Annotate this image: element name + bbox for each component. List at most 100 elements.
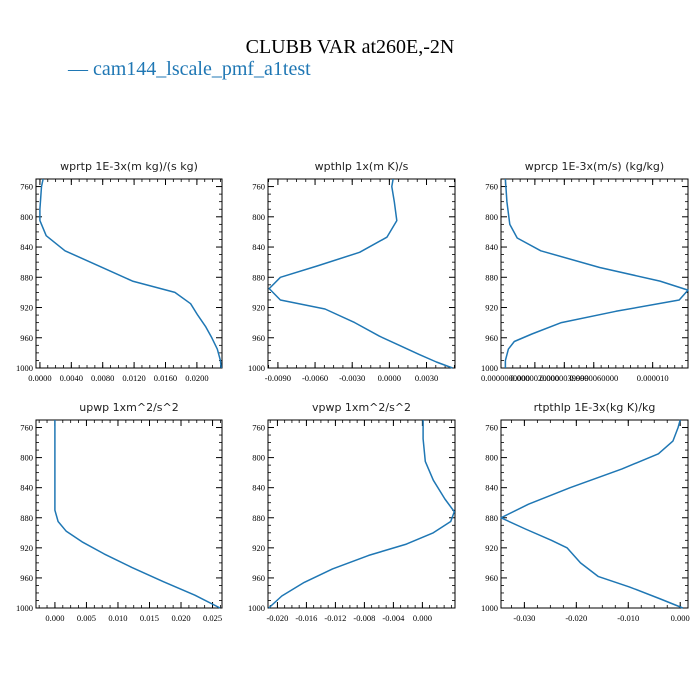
x-tick-label: -0.016 [295, 613, 317, 623]
y-tick-label: 880 [485, 272, 498, 282]
x-tick-label: -0.008 [353, 613, 375, 623]
y-tick-label: 1000 [481, 363, 498, 373]
panel-frame [35, 419, 223, 609]
x-tick-label: 0.020 [171, 613, 190, 623]
x-tick-label: 0.0000039999 [540, 373, 589, 383]
x-tick-label: -0.004 [382, 613, 405, 623]
panel-title: vpwp 1xm^2/s^2 [312, 401, 411, 414]
y-tick-label: 920 [485, 543, 498, 553]
x-tick-label: 0.010 [108, 613, 127, 623]
y-tick-label: 800 [485, 212, 498, 222]
series-line [54, 420, 221, 609]
legend-entry: — cam144_lscale_pmf_a1test [68, 58, 311, 80]
x-tick-label: -0.030 [513, 613, 535, 623]
y-tick-label: 920 [20, 543, 33, 553]
x-tick-label: -0.010 [617, 613, 639, 623]
x-tick-label: -0.012 [324, 613, 346, 623]
x-tick-label: 0.0200 [185, 373, 208, 383]
y-tick-label: 800 [485, 453, 498, 463]
panel-frame [500, 419, 689, 609]
panel-5: vpwp 1xm^2/s^27608008408809209601000-0.0… [248, 401, 456, 623]
y-tick-label: 880 [252, 513, 265, 523]
x-tick-label: 0.0030 [415, 373, 438, 383]
x-tick-label: -0.0090 [265, 373, 291, 383]
series-line [268, 178, 453, 369]
y-tick-label: 1000 [248, 363, 265, 373]
y-tick-label: 760 [485, 182, 498, 192]
x-tick-label: -0.020 [565, 613, 587, 623]
x-tick-label: 0.025 [203, 613, 222, 623]
x-tick-label: 0.000 [45, 613, 64, 623]
x-tick-label: 0.0160 [154, 373, 177, 383]
series-line [504, 178, 689, 368]
y-tick-label: 760 [20, 423, 33, 433]
figure-title: CLUBB VAR at260E,-2N [245, 36, 455, 58]
x-tick-label: -0.0030 [339, 373, 365, 383]
y-tick-label: 760 [20, 182, 33, 192]
y-tick-label: 960 [485, 573, 498, 583]
panel-3: wprcp 1E-3x(m/s) (kg/kg) 760 800 840 880 920 9… [481, 160, 689, 383]
y-tick-label: 920 [20, 303, 33, 313]
x-tick-label: 0.0000020000 [510, 373, 559, 383]
x-tick-label: -0.020 [266, 613, 288, 623]
x-tick-label: -0.0060 [302, 373, 328, 383]
x-tick-label: 0.015 [140, 613, 159, 623]
y-tick-label: 880 [20, 513, 33, 523]
panel-1: wprtp 1E-3x(m kg)/(s kg) 760 800 840 880 920 9… [16, 160, 223, 383]
panel-title: upwp 1xm^2/s^2 [79, 401, 179, 414]
y-tick-label: 840 [252, 242, 265, 252]
panel-frame [267, 178, 456, 369]
panel-title: rtpthlp 1E-3x(kg K)/kg [534, 401, 656, 414]
panel-6: rtpthlp 1E-3x(kg K)/kg 760 800 840 880 920 960… [481, 401, 690, 623]
y-tick-label: 920 [252, 303, 265, 313]
y-tick-label: 760 [252, 182, 265, 192]
x-tick-label: 0.0000060000 [569, 373, 618, 383]
y-tick-label: 960 [485, 333, 498, 343]
y-tick-label: 760 [485, 423, 498, 433]
y-tick-label: 840 [20, 242, 33, 252]
y-tick-label: 1000 [481, 603, 498, 613]
series-line [39, 178, 222, 369]
y-tick-label: 880 [485, 513, 498, 523]
y-tick-label: 1000 [16, 363, 33, 373]
y-tick-label: 880 [20, 272, 33, 282]
series-line [268, 420, 456, 609]
series-line [500, 419, 684, 609]
y-tick-label: 960 [20, 333, 33, 343]
x-tick-label: 0.000010 [637, 373, 669, 383]
panel-4: upwp 1xm^2/s^2 760 800 840 880 920 960 1000 0.00… [16, 401, 223, 623]
panel-frame [500, 178, 689, 369]
x-tick-label: 0.000 [413, 613, 432, 623]
panel-2: wpthlp 1x(m K)/s7608008408809209601000-0… [248, 160, 456, 383]
x-tick-label: 0.000 [671, 613, 690, 623]
y-tick-label: 800 [252, 212, 265, 222]
panel-frame [267, 419, 456, 609]
panel-title: wpthlp 1x(m K)/s [315, 160, 409, 173]
x-tick-label: 0.0000000000 [481, 373, 530, 383]
y-tick-label: 800 [252, 453, 265, 463]
panel-frame [35, 178, 223, 369]
y-tick-label: 840 [485, 242, 498, 252]
x-tick-label: 0.0000 [378, 373, 401, 383]
y-tick-label: 960 [20, 573, 33, 583]
y-tick-label: 800 [20, 453, 33, 463]
y-tick-label: 920 [485, 303, 498, 313]
y-tick-label: 840 [252, 483, 265, 493]
x-tick-label: 0.0080 [91, 373, 114, 383]
panel-title: wprcp 1E-3x(m/s) (kg/kg) [525, 160, 664, 173]
y-tick-label: 760 [252, 423, 265, 433]
y-tick-label: 840 [20, 483, 33, 493]
x-tick-label: 0.0120 [122, 373, 145, 383]
y-tick-label: 1000 [248, 603, 265, 613]
x-tick-label: 0.0000 [28, 373, 51, 383]
y-tick-label: 840 [485, 483, 498, 493]
y-tick-label: 880 [252, 272, 265, 282]
y-tick-label: 1000 [16, 603, 33, 613]
panel-title: wprtp 1E-3x(m kg)/(s kg) [60, 160, 198, 173]
y-tick-label: 920 [252, 543, 265, 553]
x-tick-label: 0.005 [77, 613, 96, 623]
y-tick-label: 960 [252, 573, 265, 583]
y-tick-label: 960 [252, 333, 265, 343]
x-tick-label: 0.0040 [60, 373, 83, 383]
